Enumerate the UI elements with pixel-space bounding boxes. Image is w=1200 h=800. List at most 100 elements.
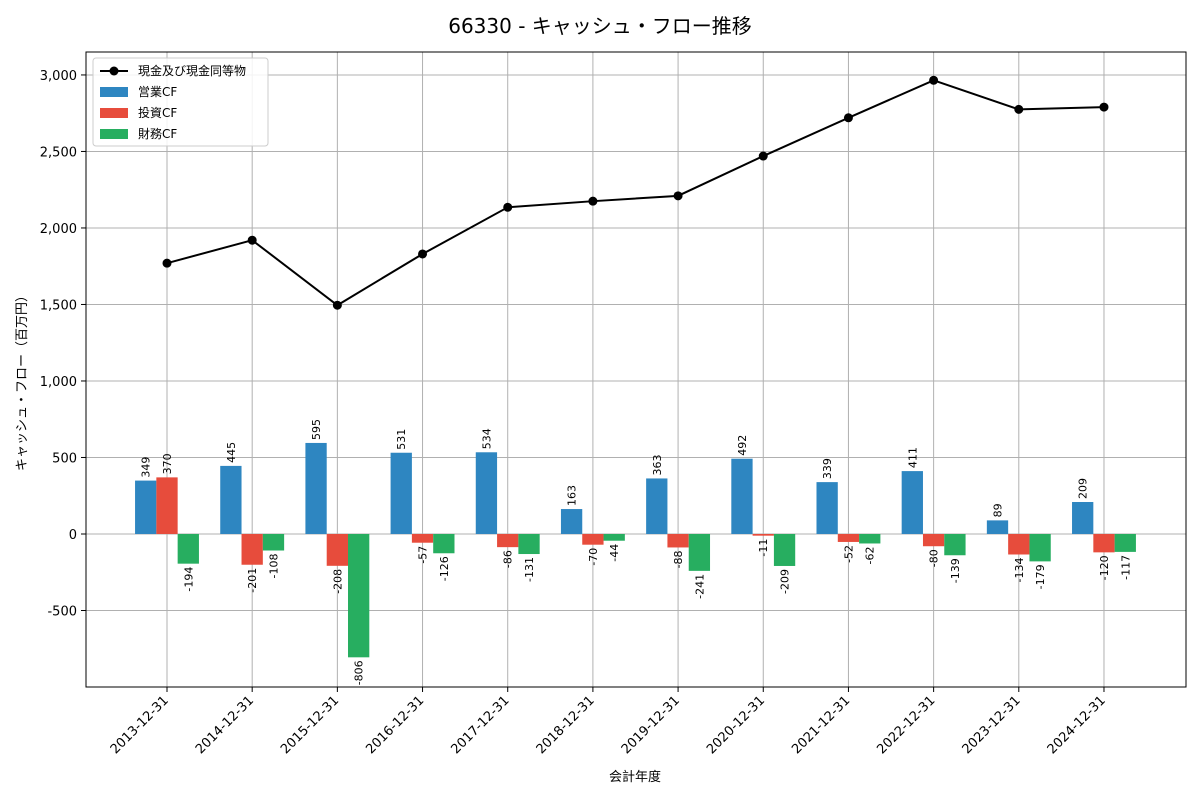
cash-point-2024-12-31 [1099, 102, 1109, 112]
bar-2013-12-31-s2 [177, 533, 199, 564]
bar-2013-12-31-s1 [156, 477, 178, 534]
bar-2023-12-31-s0 [986, 520, 1009, 534]
bar-value-label: -194 [182, 567, 195, 592]
bar-2016-12-31-s1 [411, 533, 434, 543]
bar-2020-12-31-s2 [773, 533, 796, 566]
cash-point-2017-12-31 [503, 202, 513, 212]
bar-value-label: 595 [310, 419, 323, 440]
bar-2014-12-31-s0 [220, 465, 242, 534]
bar-value-label: 445 [225, 442, 238, 463]
cash-point-2013-12-31 [162, 258, 172, 268]
bar-value-label: -126 [438, 556, 451, 581]
bar-value-label: -241 [693, 574, 706, 599]
bar-value-label: -57 [417, 546, 430, 564]
bar-value-label: 370 [161, 453, 174, 474]
chart-title: 66330 - キャッシュ・フロー推移 [448, 14, 752, 38]
x-tick-label: 2018-12-31 [534, 693, 598, 757]
bar-value-label: -80 [928, 549, 941, 567]
y-axis-title: キャッシュ・フロー（百万円） [15, 289, 30, 471]
plot-frame [85, 51, 1187, 688]
bar-value-label: 492 [736, 435, 749, 456]
bar-2015-12-31-s2 [348, 533, 370, 658]
bar-2014-12-31-s2 [262, 533, 285, 551]
bar-2021-12-31-s2 [859, 533, 881, 544]
bar-value-label: 534 [480, 428, 493, 449]
cash-line [162, 75, 1109, 310]
legend-label: 投資CF [138, 105, 177, 120]
bar-2017-12-31-s2 [518, 533, 540, 555]
bar-2020-12-31-s1 [752, 533, 774, 536]
bar-2024-12-31-s1 [1093, 533, 1115, 553]
bar-2022-12-31-s0 [901, 471, 923, 534]
cash-point-2018-12-31 [588, 196, 598, 206]
x-tick-label: 2021-12-31 [789, 693, 853, 757]
bar-2021-12-31-s0 [816, 482, 838, 534]
bar-value-label: 89 [992, 503, 1005, 517]
bar-value-label: -120 [1098, 555, 1111, 580]
bar-2020-12-31-s0 [731, 458, 753, 534]
x-tick-label: 2020-12-31 [704, 693, 768, 757]
x-tick-label: 2022-12-31 [874, 693, 938, 757]
bar-value-label: -88 [672, 550, 685, 568]
x-tick-label: 2015-12-31 [278, 693, 342, 757]
bar-value-label: 163 [566, 485, 579, 506]
cash-point-2016-12-31 [418, 249, 428, 259]
bar-value-label: -179 [1034, 564, 1047, 589]
bar-value-label: 349 [140, 457, 153, 478]
bar-value-label: -806 [353, 660, 366, 685]
y-axis-ticks: -500 0 500 1,000 1,500 2,000 2,500 3,000 [40, 69, 86, 619]
x-tick-label: 2014-12-31 [193, 693, 257, 757]
bar-value-label: 339 [821, 458, 834, 479]
bar-value-label: 531 [395, 429, 408, 450]
bar-2024-12-31-s0 [1072, 502, 1094, 534]
bar-2019-12-31-s0 [646, 478, 668, 534]
x-axis-title: 会計年度 [609, 769, 661, 785]
bar-value-label: -86 [502, 550, 515, 568]
bar-value-label: -208 [331, 569, 344, 594]
bar-value-label: -70 [587, 548, 600, 566]
bar-2014-12-31-s1 [241, 533, 263, 565]
cash-line-path [166, 79, 1105, 307]
bar-value-label: -209 [779, 569, 792, 594]
cash-point-2022-12-31 [929, 75, 939, 85]
legend-label: 現金及び現金同等物 [138, 63, 246, 78]
bar-2017-12-31-s1 [497, 533, 519, 548]
bar-value-label: -62 [864, 546, 877, 564]
bar-2022-12-31-s2 [944, 533, 966, 556]
legend-label: 営業CF [138, 85, 177, 99]
bar-value-label: -108 [267, 554, 280, 579]
bar-2015-12-31-s0 [305, 442, 327, 534]
cash-point-2023-12-31 [1014, 104, 1024, 114]
cash-point-2019-12-31 [673, 191, 683, 201]
x-axis-ticks: 2013-12-31 2014-12-31 2015-12-31 2016-12-31… [108, 687, 1109, 757]
bar-value-label: -117 [1119, 555, 1132, 580]
y-tick-label: 2,500 [40, 145, 77, 160]
bar-2023-12-31-s1 [1008, 533, 1030, 555]
bar-2015-12-31-s1 [326, 533, 349, 566]
bar-value-label: 209 [1077, 478, 1090, 499]
cash-point-2015-12-31 [332, 300, 342, 310]
y-tick-label: -500 [47, 604, 77, 619]
cash-point-2021-12-31 [843, 113, 853, 123]
legend-swatch [100, 87, 128, 97]
bar-value-label: -44 [608, 544, 621, 562]
cash-point-2014-12-31 [247, 235, 257, 245]
bar-2018-12-31-s1 [582, 533, 604, 545]
x-tick-label: 2017-12-31 [449, 693, 513, 757]
bar-2019-12-31-s1 [667, 533, 689, 548]
bar-2016-12-31-s0 [390, 452, 412, 534]
bar-value-label: -201 [246, 568, 259, 593]
y-tick-label: 500 [52, 451, 77, 466]
legend-swatch [100, 108, 128, 118]
grid [86, 52, 1186, 687]
x-tick-label: 2023-12-31 [960, 693, 1024, 757]
y-tick-label: 2,000 [40, 222, 77, 237]
bar-value-label: -52 [842, 545, 855, 563]
bar-value-label: -131 [523, 557, 536, 582]
bar-2018-12-31-s2 [603, 533, 625, 541]
y-tick-label: 3,000 [40, 69, 77, 84]
bar-2013-12-31-s0 [135, 480, 157, 534]
legend-swatch [100, 129, 128, 139]
